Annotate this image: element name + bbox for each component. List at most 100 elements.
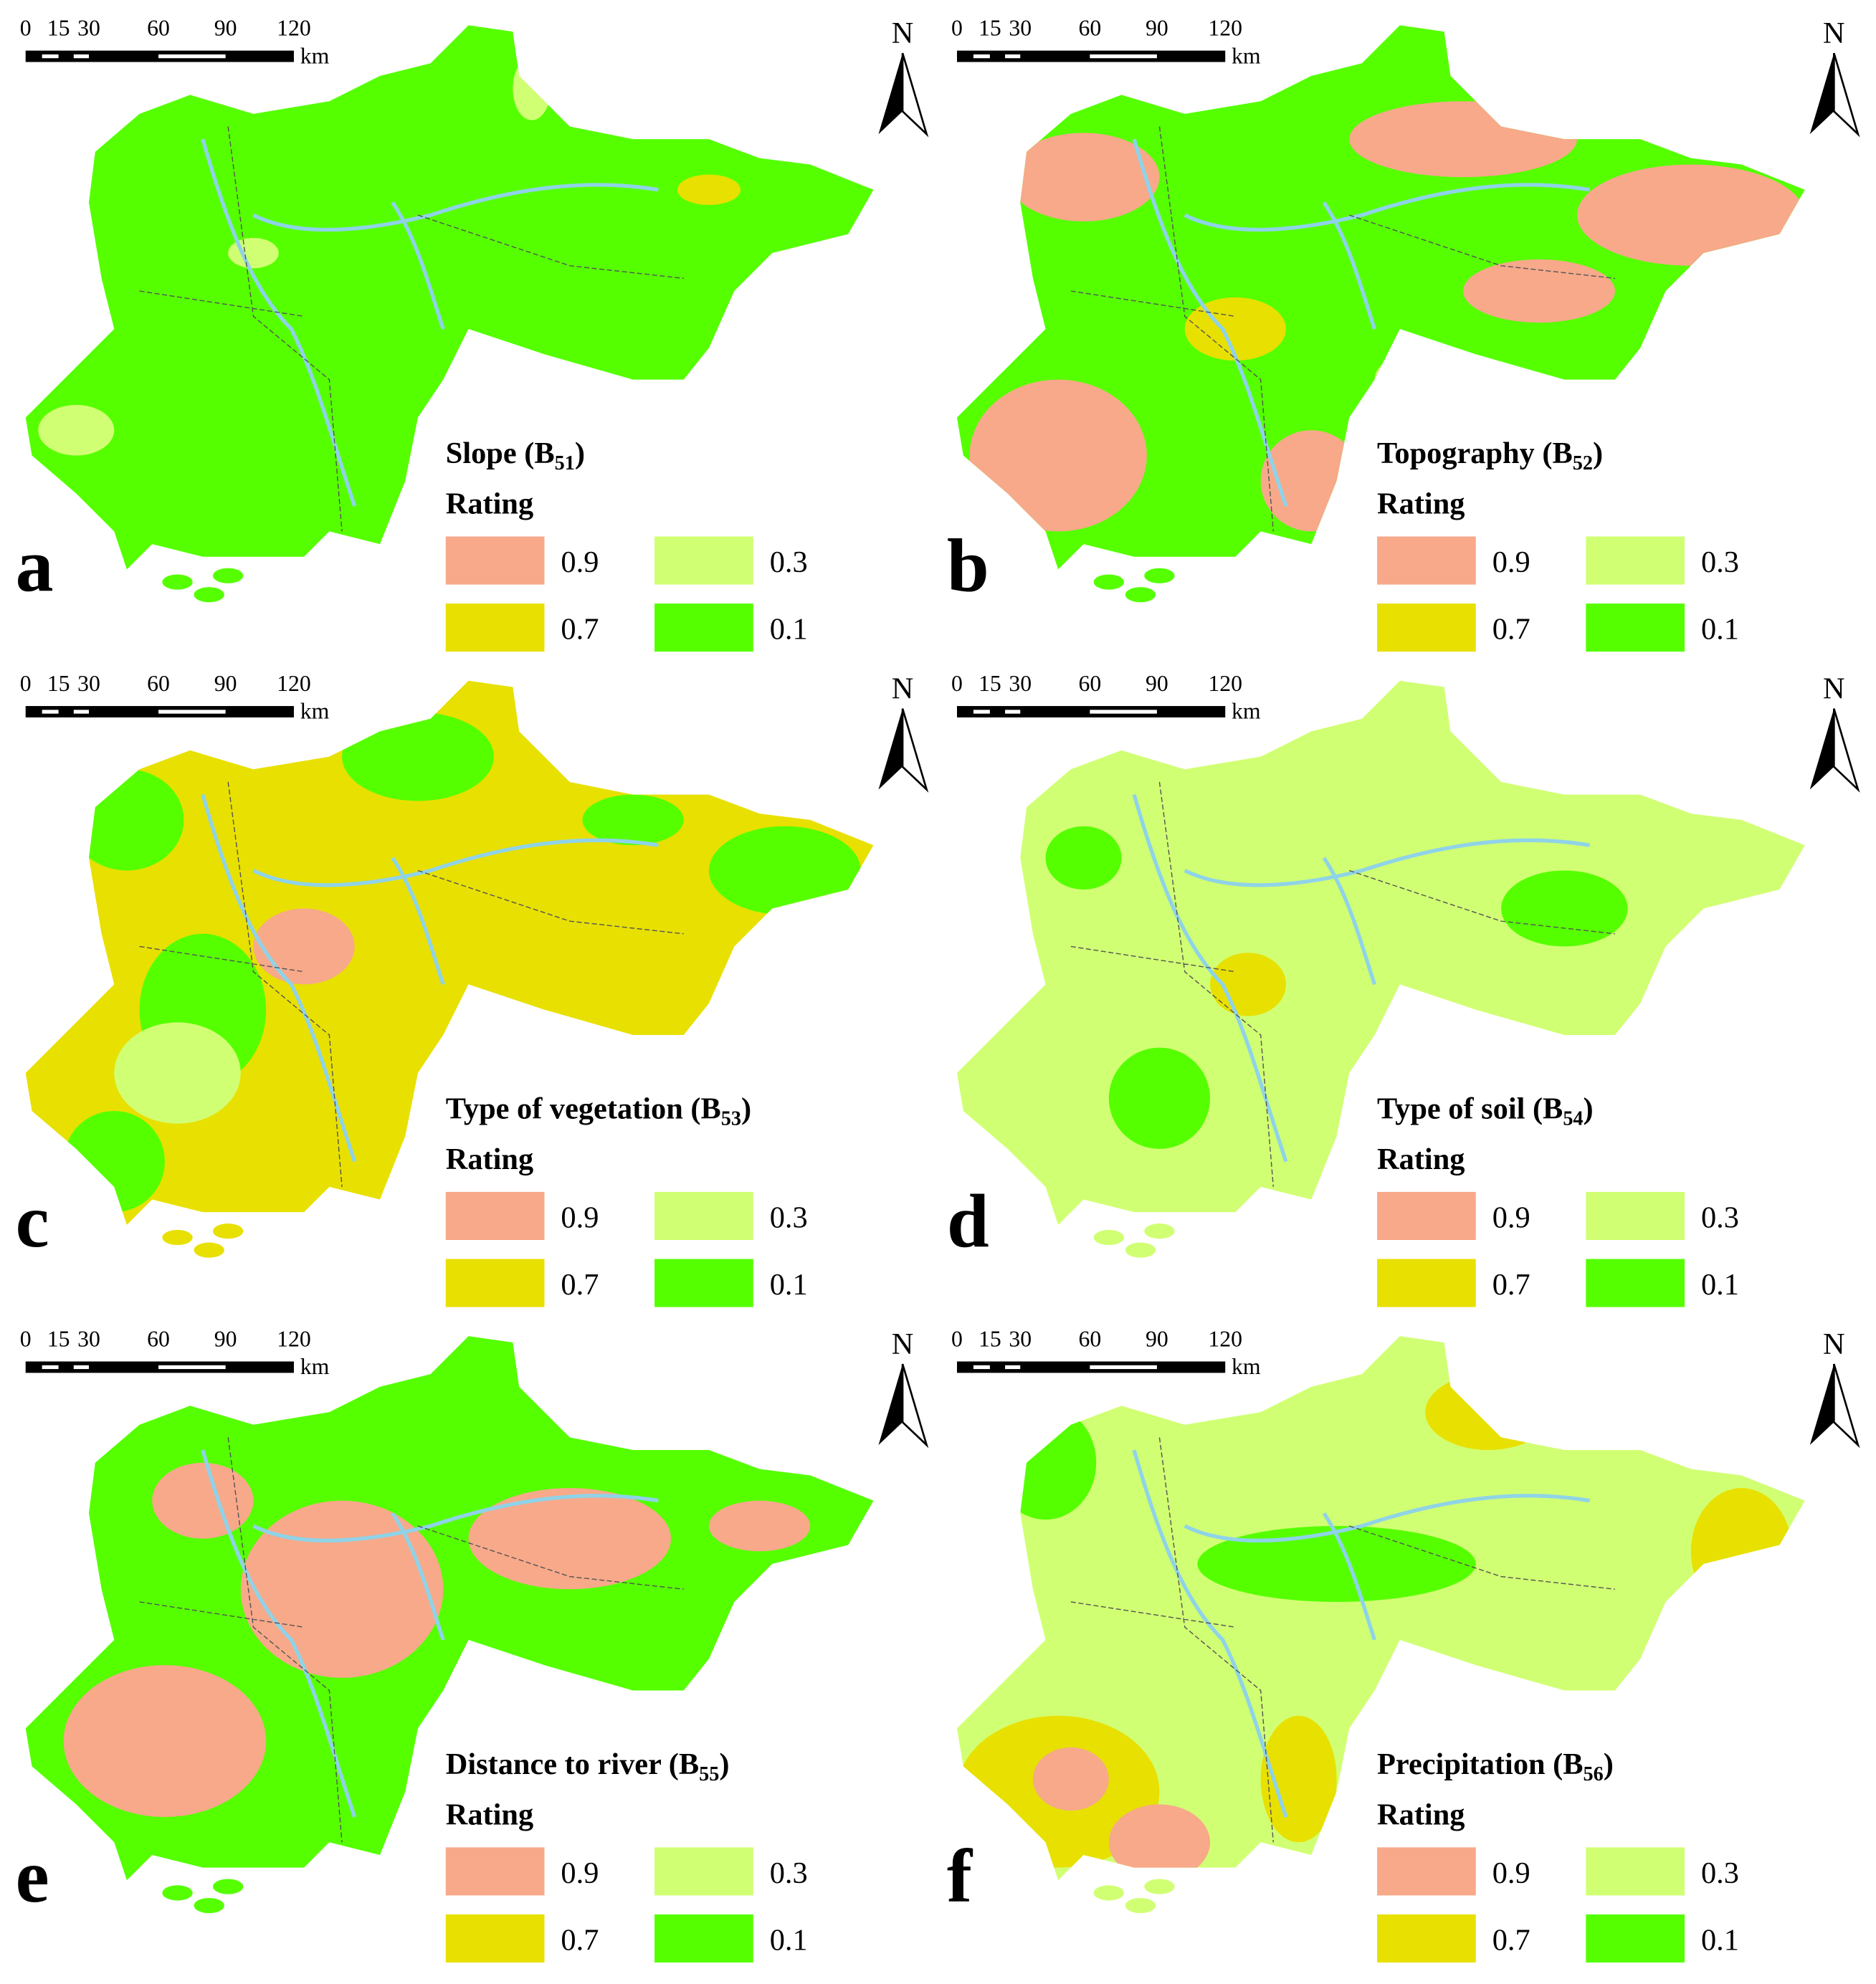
legend-swatch — [1586, 1191, 1685, 1240]
river — [391, 201, 445, 330]
scale-segment — [42, 54, 59, 59]
legend-swatch — [654, 604, 753, 652]
scale-segment — [158, 710, 226, 714]
legend-title: Rating — [446, 1798, 533, 1832]
legend-label: 0.1 — [1701, 612, 1739, 646]
panel-letter: a — [16, 523, 54, 607]
scale-label: 90 — [214, 671, 237, 696]
legend-swatch — [1586, 536, 1685, 585]
legend-label: 0.1 — [770, 1268, 808, 1302]
island — [194, 587, 224, 603]
legend-swatch — [654, 1191, 753, 1240]
river — [1322, 201, 1377, 330]
boundary — [139, 1437, 684, 1843]
legend-swatch — [654, 1914, 753, 1962]
rating-zone — [1349, 101, 1577, 178]
title-text: Precipitation (B — [1377, 1747, 1583, 1781]
title-end: ) — [1593, 437, 1603, 470]
rating-zone — [63, 1110, 165, 1213]
north-arrow — [1809, 53, 1834, 135]
island — [194, 1242, 224, 1258]
island — [1125, 1242, 1156, 1258]
rating-zone — [1260, 1715, 1337, 1843]
rating-zone — [70, 769, 184, 871]
north-label: N — [892, 672, 914, 705]
region — [25, 25, 874, 570]
scale-segment — [1090, 1365, 1157, 1370]
title-text: Slope (B — [446, 437, 555, 470]
panel-letter: b — [947, 523, 989, 607]
north-arrow — [1833, 1363, 1860, 1449]
river — [1132, 138, 1288, 507]
legend-label: 0.3 — [1701, 1201, 1739, 1234]
boundary — [1070, 1437, 1616, 1843]
north-arrow — [1833, 708, 1860, 793]
scale-segment — [1005, 54, 1021, 59]
river — [252, 183, 659, 232]
map-panel: 0 15 30 60 90 120 km Nc Type of vegetation (B53)… — [16, 671, 929, 1307]
rating-zone — [994, 1406, 1097, 1520]
boundary — [1070, 781, 1616, 1187]
north-label: N — [1823, 1327, 1845, 1361]
scale-label: 60 — [147, 1326, 170, 1351]
scale-label: 15 — [979, 15, 1001, 40]
scale-label: 90 — [1146, 1326, 1168, 1351]
legend-swatch — [1586, 604, 1685, 652]
boundary — [139, 781, 684, 1187]
rating-zone — [342, 712, 494, 801]
island — [162, 1229, 193, 1246]
scale-unit: km — [1232, 43, 1261, 68]
legend-label: 0.1 — [1701, 1923, 1739, 1957]
river — [391, 1512, 445, 1641]
scale-unit: km — [1232, 1354, 1261, 1379]
rating-zone — [969, 379, 1147, 532]
panel-title: Slope (B51) — [446, 437, 585, 474]
scale-unit: km — [300, 43, 330, 68]
scale-label: 120 — [277, 15, 311, 40]
rating-zone — [114, 1022, 241, 1124]
rating-zones — [63, 1437, 811, 1843]
legend-swatch — [654, 1259, 753, 1307]
island — [162, 1885, 193, 1901]
legend-label: 0.9 — [1492, 1856, 1530, 1890]
rating-zones — [38, 57, 741, 532]
scale-label: 15 — [979, 1326, 1001, 1351]
island — [1093, 1885, 1124, 1901]
rating-zone — [1690, 1488, 1793, 1615]
legend-swatch — [1377, 1191, 1476, 1240]
region — [956, 1336, 1805, 1881]
panel-letter: e — [16, 1834, 49, 1918]
legend-label: 0.1 — [770, 612, 808, 646]
scale-label: 120 — [277, 1326, 311, 1351]
river — [1184, 838, 1591, 887]
legend-swatch — [445, 1847, 545, 1896]
rating-zone — [1374, 354, 1451, 405]
legend-swatch — [445, 1259, 545, 1307]
river — [252, 1494, 659, 1542]
scale-label: 0 — [951, 1326, 963, 1351]
legend-label: 0.9 — [561, 1856, 599, 1890]
legend-swatch — [445, 1914, 545, 1962]
river — [1132, 1449, 1288, 1818]
legend-swatch — [1586, 1259, 1685, 1307]
scale-label: 90 — [1146, 671, 1168, 696]
rating-zone — [468, 1488, 672, 1590]
legend-label: 0.7 — [1492, 1923, 1530, 1957]
scale-label: 15 — [47, 671, 70, 696]
river — [1132, 793, 1288, 1163]
island — [194, 1897, 224, 1914]
scale-label: 30 — [77, 15, 100, 40]
scale-label: 15 — [979, 671, 1001, 696]
scale-segment — [73, 54, 89, 59]
scale-label: 0 — [20, 1326, 32, 1351]
legend-swatch — [1377, 1847, 1476, 1896]
scale-label: 30 — [1009, 671, 1032, 696]
rating-zone — [582, 794, 684, 846]
scale-label: 120 — [277, 671, 311, 696]
legend-swatch — [445, 536, 545, 585]
scale-label: 0 — [951, 671, 963, 696]
river — [1322, 1512, 1377, 1641]
scale-segment — [42, 710, 59, 714]
panel-letter: d — [947, 1179, 989, 1263]
map-panel: 0 15 30 60 90 120 km Nf Precipitation (B56) Ratin… — [947, 1326, 1860, 1962]
